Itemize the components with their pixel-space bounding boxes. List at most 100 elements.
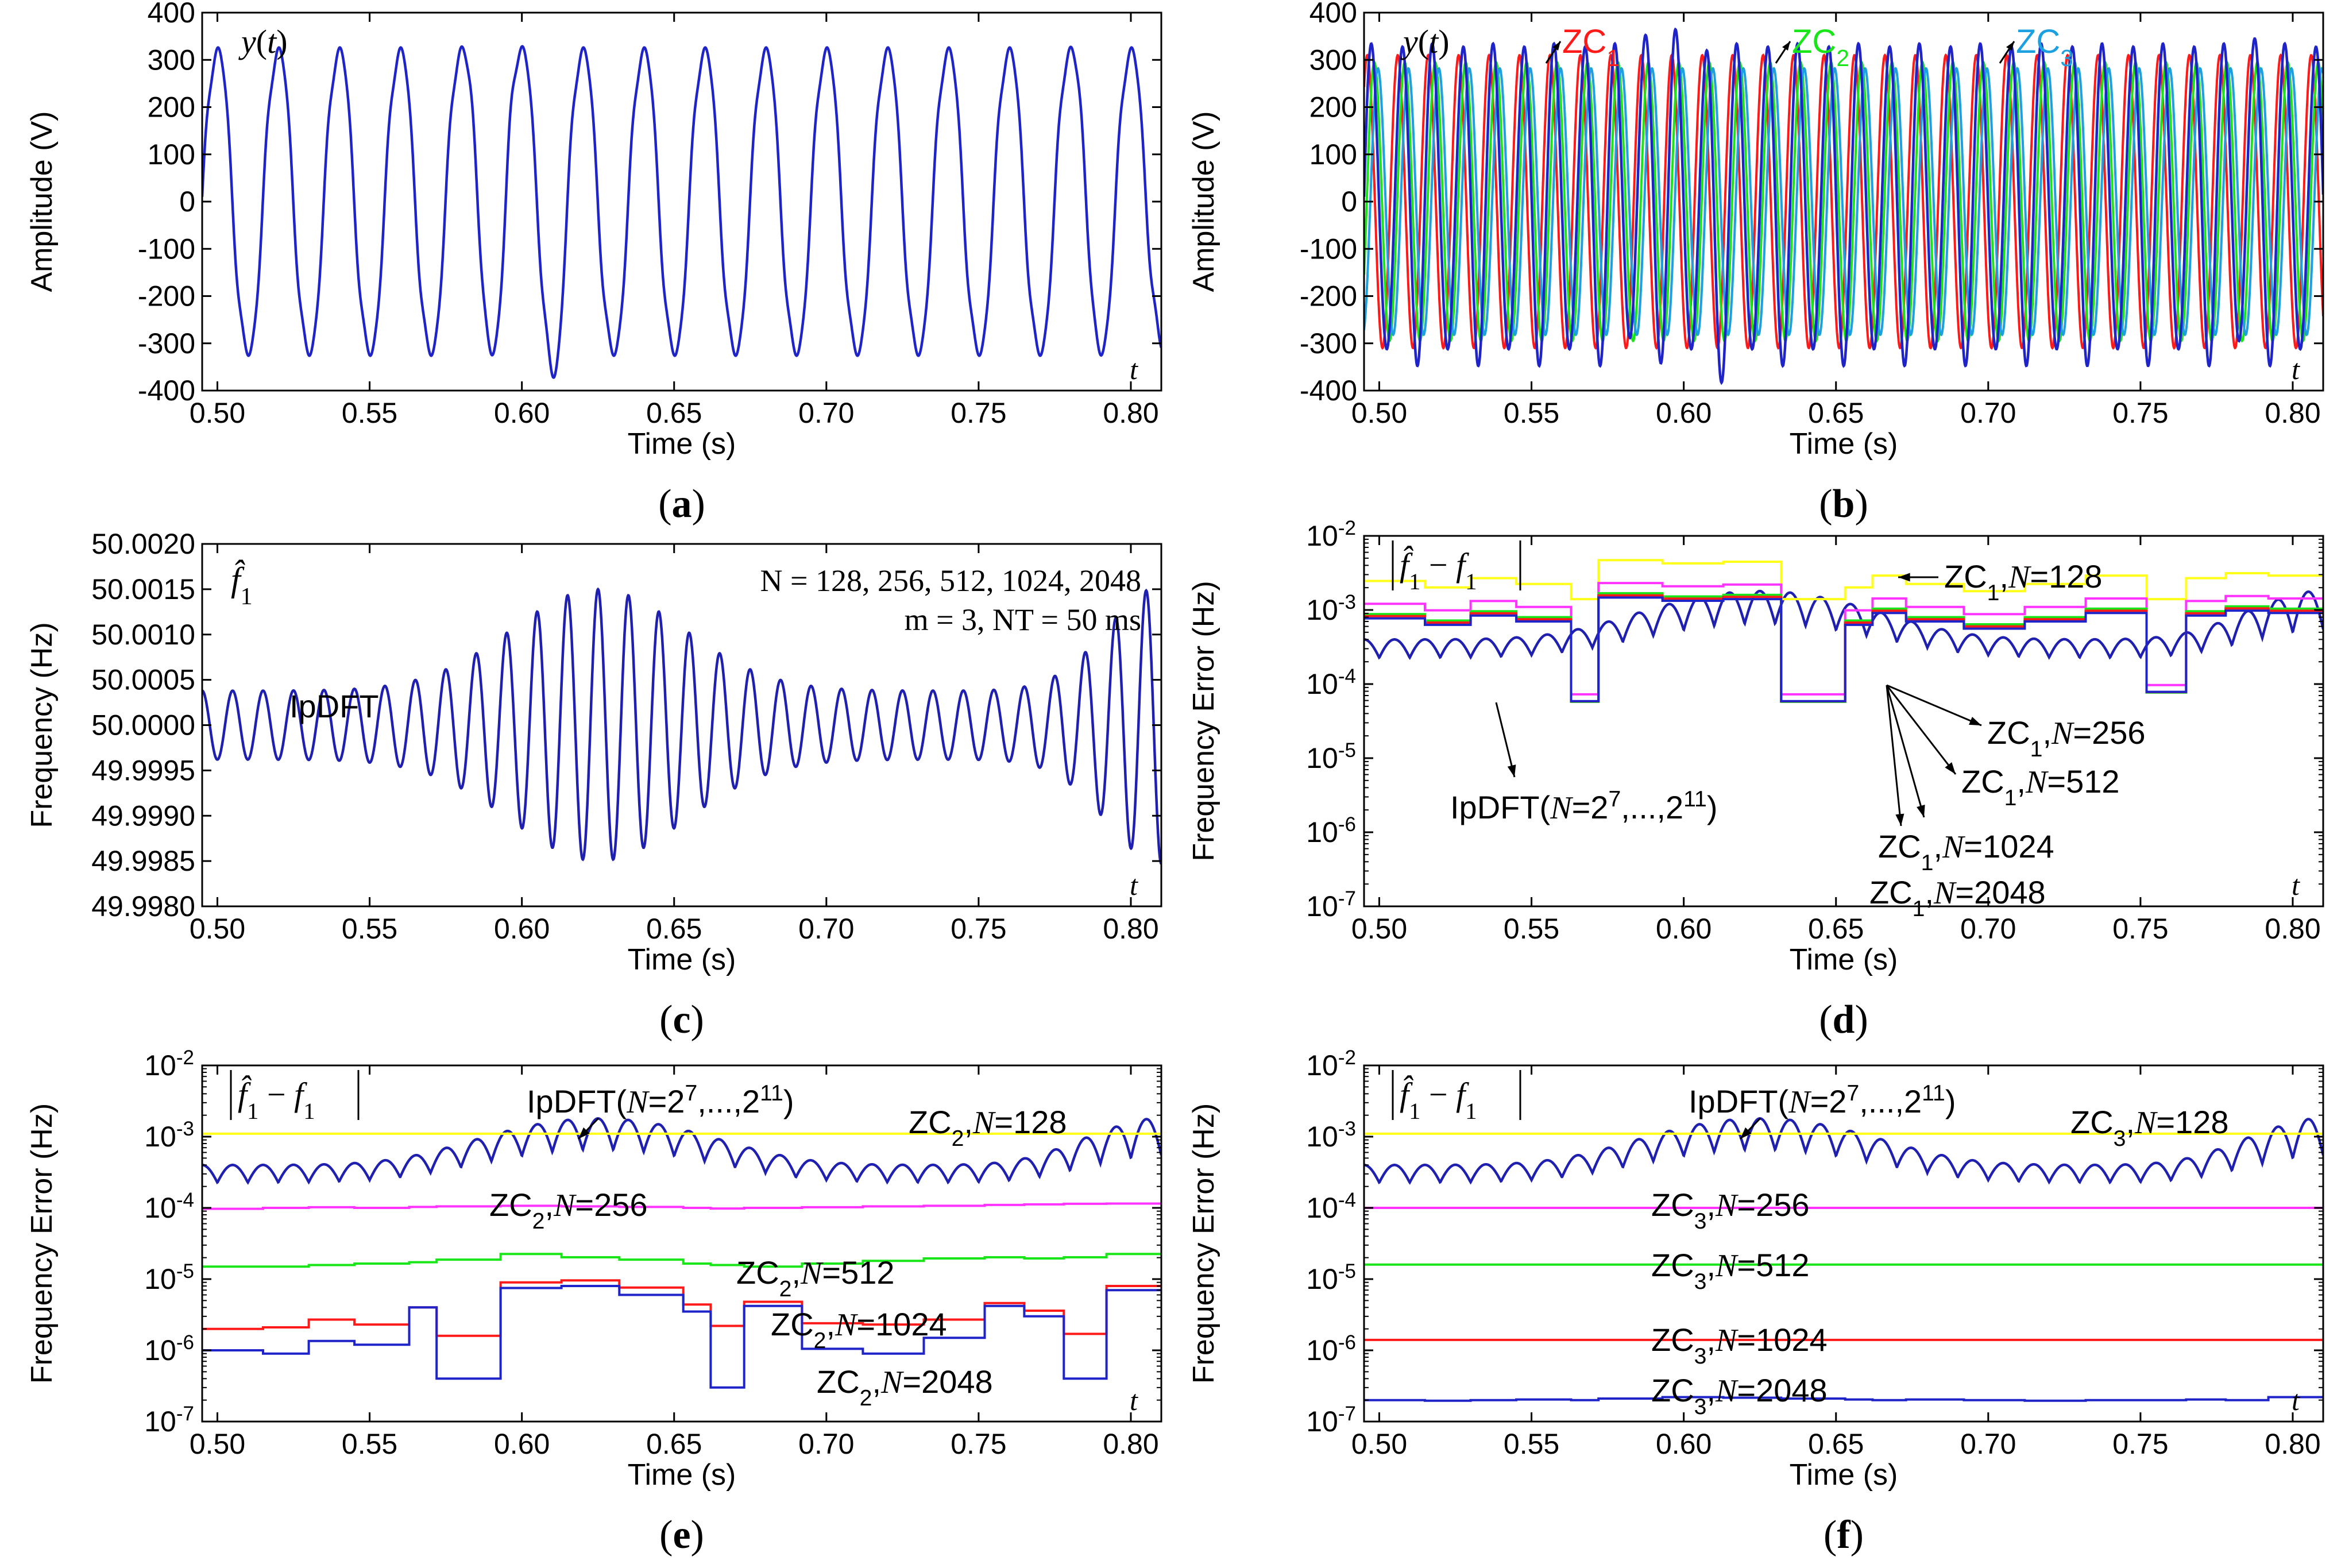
label-part: N (2134, 1105, 2158, 1141)
plot-frame (1363, 1064, 2324, 1423)
caption-part: e (673, 1513, 690, 1557)
series-zc3-line (1364, 67, 2323, 337)
label-part: 3 (1694, 1344, 1707, 1369)
x-tick-label: 0.55 (342, 397, 397, 429)
x-tick-label: 0.50 (190, 1428, 245, 1460)
x-tick-label: 0.50 (1351, 397, 1407, 429)
y-tick-label: 10-2 (1306, 517, 1356, 553)
label-part: 1 (1913, 897, 1925, 921)
label-part: =128 (2156, 1104, 2228, 1140)
y-tick-label: -400 (1300, 374, 1357, 407)
x-axis-label: Time (s) (1790, 943, 1898, 976)
label-part: , (1706, 1322, 1716, 1358)
annotation-zc1-n2048: ZC1,N=2048 (1869, 874, 2046, 921)
label-part: ZC (489, 1187, 532, 1223)
y-axis-label: Frequency Error (Hz) (1187, 1103, 1220, 1384)
label-part: 10 (1306, 668, 1338, 700)
y-tick-label: 10-7 (1306, 887, 1356, 923)
x-tick-label: 0.55 (1504, 397, 1559, 429)
annotation-zc-n2048: ZC3,N=2048 (1651, 1372, 1828, 1419)
label-part: , (2016, 763, 2026, 800)
label-part: ZC (1869, 874, 1913, 910)
label-part: 1 (303, 1098, 315, 1124)
x-tick-label: 0.65 (646, 1428, 702, 1460)
y-axis-label: Amplitude (V) (1187, 111, 1220, 292)
y-tick-label: -300 (1300, 327, 1357, 360)
series-yt-line (1364, 27, 2323, 385)
y-tick-label: 300 (1309, 44, 1357, 76)
label-part: N (1550, 790, 1573, 826)
label-part: ZC (1651, 1372, 1694, 1408)
label-part: ZC (1651, 1187, 1694, 1223)
y-tick-label: 100 (148, 138, 195, 171)
plot-frame (1363, 535, 2324, 907)
label-part: -6 (176, 1331, 194, 1354)
arrowhead (1898, 573, 1910, 582)
x-axis-label: Time (s) (1790, 1458, 1898, 1492)
y-tick-label: 200 (148, 91, 195, 123)
label-part: t (1429, 23, 1439, 60)
x-axis-label: Time (s) (628, 1458, 736, 1492)
label-part: 1 (2030, 737, 2043, 762)
label-part: 10 (1306, 1121, 1338, 1153)
caption-part: ( (659, 998, 673, 1042)
label-part: =1024 (856, 1306, 947, 1342)
label-part: ZC (2016, 23, 2060, 60)
y-tick-label: 49.9995 (91, 754, 195, 786)
t-corner-label: t (1130, 353, 1138, 385)
x-tick-label: 0.70 (798, 913, 854, 945)
series-zc1-n2048-line (1364, 596, 2323, 702)
label-part: 2 (1836, 45, 1849, 71)
annotation-zc2: ZC2 (1792, 23, 1849, 71)
annotation-abs-error: f̂1 − f1 (1400, 1076, 1477, 1124)
label-part: 1 (1987, 581, 2000, 605)
y-tick-label: 10-6 (144, 1331, 194, 1367)
x-tick-label: 0.55 (342, 913, 397, 945)
label-part: 10 (144, 1334, 176, 1366)
label-part: − (1420, 546, 1456, 584)
x-tick-label: 0.65 (1808, 913, 1864, 945)
y-tick-label: 100 (1309, 138, 1357, 171)
annotation-yt: y(t) (1400, 23, 1450, 60)
y-tick-label: 0 (1341, 186, 1357, 218)
series-zc2-n2048-line (202, 1285, 1161, 1389)
y-tick-label: 10-4 (144, 1189, 194, 1225)
x-tick-label: 0.55 (1504, 913, 1559, 945)
label-part: =2 (1810, 1083, 1847, 1119)
label-part: =256 (2073, 715, 2145, 751)
y-tick-label: 10-3 (144, 1118, 194, 1153)
t-corner-label: t (1130, 1384, 1138, 1416)
label-part: N (972, 1105, 996, 1141)
series-zc1-n128-line (1364, 559, 2323, 601)
label-part: 10 (1306, 1192, 1338, 1224)
y-tick-label: 10-2 (144, 1046, 194, 1082)
panel-e: 0.50 0.55 0.60 0.65 0.70 0.75 0.80 Time (s) Freq… (25, 1046, 1162, 1557)
label-part: 10 (1306, 742, 1338, 774)
y-axis-label: Amplitude (V) (25, 111, 59, 292)
caption-part: ) (1850, 1513, 1864, 1557)
panel-caption: (d) (1819, 998, 1868, 1042)
label-part: ) (1707, 789, 1718, 825)
label-part: N (835, 1307, 858, 1343)
label-part: ZC (1987, 715, 2030, 751)
y-tick-label: 10-6 (1306, 813, 1356, 849)
label-part: N (2025, 764, 2049, 800)
x-axis-label: Time (s) (628, 943, 736, 976)
label-part: ) (1438, 23, 1449, 60)
label-part: 11 (1922, 1081, 1945, 1106)
arrowhead (1945, 762, 1956, 774)
label-part: 10 (1306, 520, 1338, 552)
annotation-zc1-n512: ZC1,N=512 (1961, 763, 2120, 810)
label-part: -3 (1338, 1118, 1356, 1140)
label-part: ( (256, 23, 267, 60)
label-part: 3 (2114, 1126, 2126, 1151)
label-part: 3 (1694, 1269, 1707, 1294)
annotation-ipdft-range: IpDFT(N=27,...,211) (1689, 1081, 1956, 1121)
annotation-zc-n256: ZC2,N=256 (489, 1187, 648, 1234)
label-part: ( (1418, 23, 1429, 60)
label-part: 2 (779, 1277, 792, 1301)
label-part: 1 (241, 584, 253, 610)
label-part: 10 (144, 1263, 176, 1295)
caption-part: ( (1819, 482, 1832, 526)
label-part: 10 (1306, 1405, 1338, 1438)
